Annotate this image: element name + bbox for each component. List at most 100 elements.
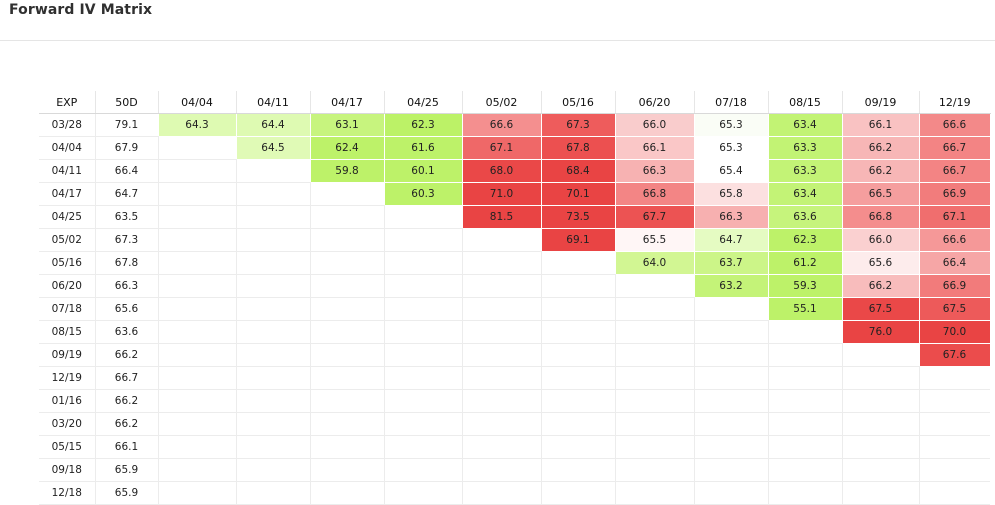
empty-cell <box>918 412 990 436</box>
empty-cell <box>767 389 842 413</box>
empty-cell <box>461 251 541 275</box>
empty-cell <box>309 320 384 344</box>
header-fwd-04-17: 04/17 <box>309 91 384 114</box>
atm-50d-cell: 65.9 <box>94 458 158 482</box>
empty-cell <box>235 251 310 275</box>
iv-cell: 66.6 <box>461 113 542 137</box>
atm-50d-cell: 67.8 <box>94 251 158 275</box>
empty-cell <box>309 389 384 413</box>
empty-cell <box>157 366 236 390</box>
exp-cell: 05/15 <box>39 435 95 459</box>
atm-50d-cell: 66.3 <box>94 274 158 298</box>
iv-cell: 66.3 <box>614 159 695 183</box>
empty-cell <box>309 366 384 390</box>
iv-cell: 64.0 <box>614 251 695 275</box>
iv-cell: 60.1 <box>383 159 463 183</box>
empty-cell <box>157 182 236 206</box>
empty-cell <box>461 389 541 413</box>
iv-cell: 64.7 <box>693 228 769 252</box>
exp-cell: 07/18 <box>39 297 95 321</box>
empty-cell <box>614 412 694 436</box>
empty-cell <box>693 481 768 505</box>
iv-cell: 66.7 <box>918 136 991 160</box>
empty-cell <box>309 297 384 321</box>
empty-cell <box>383 389 462 413</box>
empty-cell <box>540 297 615 321</box>
empty-cell <box>309 274 384 298</box>
page-title: Forward IV Matrix <box>9 2 153 18</box>
empty-cell <box>157 435 236 459</box>
empty-cell <box>235 320 310 344</box>
iv-cell: 65.3 <box>693 136 769 160</box>
header-fwd-08-15: 08/15 <box>767 91 842 114</box>
iv-cell: 66.1 <box>841 113 920 137</box>
empty-cell <box>157 228 236 252</box>
empty-cell <box>383 228 462 252</box>
header-fwd-05-02: 05/02 <box>461 91 541 114</box>
empty-cell <box>693 389 768 413</box>
iv-cell: 66.8 <box>841 205 920 229</box>
empty-cell <box>309 412 384 436</box>
table-row: 08/15 63.6 76.0 70.0 <box>39 320 991 344</box>
iv-cell: 62.3 <box>383 113 463 137</box>
empty-cell <box>461 274 541 298</box>
iv-cell: 69.1 <box>540 228 616 252</box>
iv-cell: 65.4 <box>693 159 769 183</box>
empty-cell <box>614 435 694 459</box>
empty-cell <box>614 458 694 482</box>
empty-cell <box>309 481 384 505</box>
empty-cell <box>614 320 694 344</box>
iv-cell: 55.1 <box>767 297 843 321</box>
exp-cell: 04/04 <box>39 136 95 160</box>
empty-cell <box>918 481 990 505</box>
iv-cell: 68.4 <box>540 159 616 183</box>
empty-cell <box>235 182 310 206</box>
table-row: 04/17 64.7 60.3 71.0 70.1 66.8 65.8 63.4 66.5 66.… <box>39 182 991 206</box>
iv-cell: 66.6 <box>918 228 991 252</box>
empty-cell <box>383 481 462 505</box>
empty-cell <box>540 274 615 298</box>
iv-cell: 66.3 <box>693 205 769 229</box>
empty-cell <box>767 343 842 367</box>
empty-cell <box>309 251 384 275</box>
empty-cell <box>309 435 384 459</box>
atm-50d-cell: 66.7 <box>94 366 158 390</box>
empty-cell <box>693 320 768 344</box>
forward-iv-matrix-table: EXP 50D 04/04 04/11 04/17 04/25 05/02 05/16 06/2… <box>39 91 991 505</box>
empty-cell <box>235 458 310 482</box>
empty-cell <box>540 366 615 390</box>
iv-cell: 67.3 <box>540 113 616 137</box>
empty-cell <box>540 320 615 344</box>
iv-cell: 67.1 <box>461 136 542 160</box>
empty-cell <box>767 320 842 344</box>
empty-cell <box>918 435 990 459</box>
atm-50d-cell: 66.2 <box>94 412 158 436</box>
atm-50d-cell: 67.9 <box>94 136 158 160</box>
atm-50d-cell: 66.2 <box>94 389 158 413</box>
empty-cell <box>235 481 310 505</box>
iv-cell: 67.5 <box>918 297 991 321</box>
iv-cell: 63.6 <box>767 205 843 229</box>
empty-cell <box>235 389 310 413</box>
header-fwd-12-19: 12/19 <box>918 91 990 114</box>
atm-50d-cell: 66.2 <box>94 343 158 367</box>
atm-50d-cell: 65.6 <box>94 297 158 321</box>
iv-cell: 66.5 <box>841 182 920 206</box>
empty-cell <box>614 274 694 298</box>
iv-cell: 60.3 <box>383 182 463 206</box>
iv-cell: 64.3 <box>157 113 237 137</box>
empty-cell <box>383 366 462 390</box>
empty-cell <box>383 205 462 229</box>
exp-cell: 04/11 <box>39 159 95 183</box>
empty-cell <box>693 435 768 459</box>
exp-cell: 09/18 <box>39 458 95 482</box>
exp-cell: 08/15 <box>39 320 95 344</box>
iv-cell: 73.5 <box>540 205 616 229</box>
empty-cell <box>235 412 310 436</box>
header-fwd-09-19: 09/19 <box>841 91 919 114</box>
empty-cell <box>309 343 384 367</box>
empty-cell <box>461 320 541 344</box>
empty-cell <box>841 389 919 413</box>
exp-cell: 05/16 <box>39 251 95 275</box>
iv-cell: 62.3 <box>767 228 843 252</box>
